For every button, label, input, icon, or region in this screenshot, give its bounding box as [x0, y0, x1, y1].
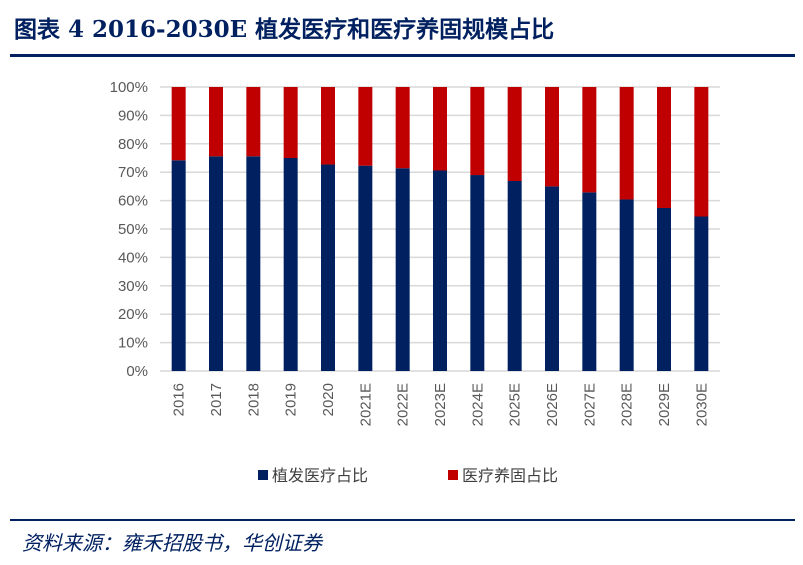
y-tick-label: 30% [118, 278, 148, 295]
y-tick-label: 20% [118, 306, 148, 323]
bar-segment [395, 168, 410, 371]
x-tick-label: 2027E [581, 383, 598, 426]
bar-segment [507, 87, 522, 182]
bar-segment [694, 87, 709, 217]
y-tick-label: 80% [118, 136, 148, 153]
x-tick-label: 2021E [357, 383, 374, 426]
x-tick-label: 2016 [171, 383, 188, 416]
bar-segment [395, 87, 410, 169]
bar-segment [283, 158, 298, 371]
bar-segment [209, 87, 223, 157]
x-tick-label: 2020 [320, 383, 337, 416]
bar-segment [283, 87, 298, 158]
bar-segment [171, 87, 186, 161]
bar-segment [358, 87, 373, 166]
x-tick-label: 2018 [245, 383, 262, 416]
x-tick-label: 2026E [544, 383, 561, 426]
bar-segment [582, 192, 597, 371]
legend-label: 植发医疗占比 [272, 467, 368, 485]
y-tick-label: 60% [118, 193, 148, 210]
x-tick-label: 2024E [469, 383, 486, 426]
y-tick-label: 50% [118, 221, 148, 238]
bar-segment [545, 87, 559, 187]
y-tick-label: 10% [118, 335, 148, 352]
bar-segment [433, 87, 447, 171]
x-tick-label: 2019 [283, 383, 300, 416]
y-tick-label: 90% [118, 107, 148, 124]
bar-segment [507, 181, 522, 371]
legend-label: 医疗养固占比 [462, 467, 558, 485]
bar-segment [470, 87, 485, 176]
bar-segment [694, 216, 709, 371]
y-tick-label: 70% [118, 164, 148, 181]
y-tick-label: 40% [118, 249, 148, 266]
bar-segment [246, 87, 261, 157]
bar-segment [246, 156, 261, 371]
bar-segment [657, 87, 671, 208]
x-tick-label: 2025E [507, 383, 524, 426]
legend-swatch [448, 470, 458, 480]
x-tick-label: 2023E [432, 383, 449, 426]
bar-segment [619, 199, 634, 371]
x-tick-label: 2029E [656, 383, 673, 426]
y-tick-label: 100% [110, 79, 148, 96]
bar-segment [470, 175, 485, 371]
bar-segment [582, 87, 597, 193]
source-note: 资料来源：雍禾招股书，华创证券 [22, 531, 322, 555]
bar-segment [171, 160, 186, 371]
bar-segment [433, 170, 447, 371]
x-tick-label: 2028E [619, 383, 636, 426]
x-tick-label: 2022E [395, 383, 412, 426]
figure-title: 图表 4 2016-2030E 植发医疗和医疗养固规模占比 [14, 16, 555, 43]
y-tick-label: 0% [126, 363, 148, 380]
bar-segment [545, 186, 559, 371]
legend-swatch [258, 470, 268, 480]
bar-segment [209, 156, 223, 371]
bar-segment [657, 207, 671, 371]
bar-segment [321, 87, 335, 165]
x-tick-label: 2030E [693, 383, 710, 426]
x-tick-label: 2017 [208, 383, 225, 416]
bar-segment [358, 165, 373, 371]
footer-divider [10, 519, 795, 521]
bar-segment [321, 164, 335, 371]
bar-segment [619, 87, 634, 200]
title-divider [10, 54, 795, 57]
